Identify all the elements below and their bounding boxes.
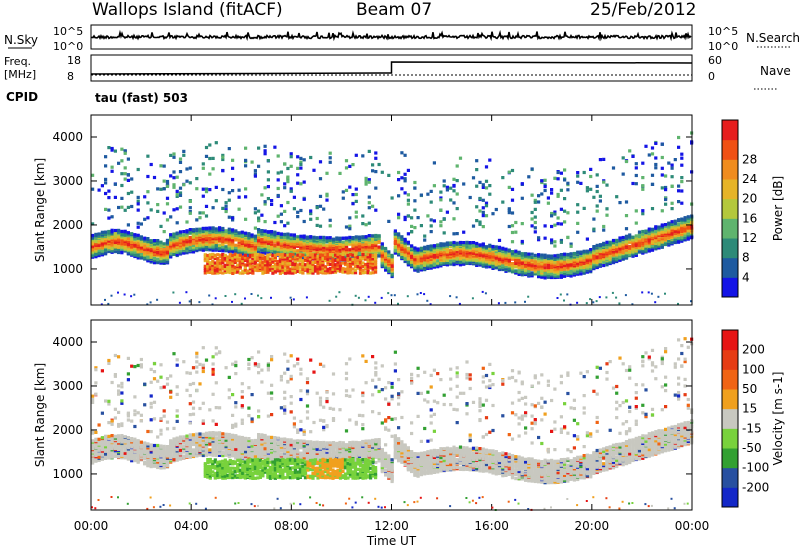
cpid-value: tau (fast) 503	[95, 91, 188, 105]
colorbar-swatch-velocity-5	[722, 389, 738, 410]
colorbar-tick-velocity-7: -200	[742, 480, 769, 494]
colorbar-swatch-velocity-8	[722, 330, 738, 351]
nsky-tick-top: 10^5	[53, 25, 83, 38]
colorbar-swatch-power-7	[722, 139, 738, 160]
colorbar-swatch-velocity-3	[722, 428, 738, 449]
xtick-6: 00:00	[675, 519, 710, 533]
colorbar-tick-power-0: 4	[742, 270, 750, 284]
nsky-tick-bottom: 10^0	[53, 40, 83, 53]
power-panel	[90, 114, 739, 306]
date-title: 25/Feb/2012	[590, 0, 697, 20]
nsearch-tick-top: 10^5	[708, 25, 738, 38]
colorbar-tick-velocity-5: -50	[742, 441, 762, 455]
ytick-power-3000: 3000	[52, 174, 83, 188]
freq-tick-top: 18	[67, 54, 81, 67]
panel-frame-power	[90, 114, 693, 306]
colorbar-tick-power-3: 16	[742, 211, 757, 225]
ytick-power-1000: 1000	[52, 262, 83, 276]
colorbar-swatch-power-8	[722, 120, 738, 141]
ylabel-velocity: Slant Range [km]	[33, 363, 47, 467]
colorbar-tick-velocity-0: 200	[742, 343, 765, 357]
colorbar-label-power: Power [dB]	[771, 176, 785, 241]
colorbar-tick-velocity-2: 50	[742, 382, 757, 396]
ytick-power-2000: 2000	[52, 218, 83, 232]
nsky-trace	[90, 29, 692, 42]
freq-unit-label: [MHz]	[4, 68, 36, 81]
ytick-velocity-1000: 1000	[52, 467, 83, 481]
colorbar-label-velocity: Velocity [m s-1]	[771, 372, 785, 466]
colorbar-tick-velocity-3: 15	[742, 402, 757, 416]
xtick-5: 20:00	[575, 519, 610, 533]
colorbar-swatch-power-4	[722, 198, 738, 219]
nsearch-label: N.Search	[746, 31, 800, 45]
colorbar-swatch-power-0	[722, 277, 738, 298]
colorbar-swatch-velocity-4	[722, 408, 738, 429]
freq-trace	[90, 61, 693, 75]
ytick-velocity-3000: 3000	[52, 379, 83, 393]
colorbar-swatch-power-5	[722, 179, 738, 200]
velocity-panel	[90, 319, 739, 511]
colorbar-tick-power-5: 24	[742, 172, 757, 186]
xtick-3: 12:00	[374, 519, 409, 533]
colorbar-tick-power-1: 8	[742, 251, 750, 265]
nave-label: Nave	[760, 64, 791, 78]
beam-title: Beam 07	[356, 0, 433, 20]
colorbar-swatch-power-6	[722, 159, 738, 180]
xtick-1: 04:00	[174, 519, 209, 533]
colorbar-tick-velocity-1: 100	[742, 362, 765, 376]
nsky-label: N.Sky	[4, 33, 38, 47]
cpid-label: CPID	[6, 90, 38, 104]
colorbar-swatch-power-2	[722, 238, 738, 259]
site-title: Wallops Island (fitACF)	[92, 0, 283, 20]
colorbar-swatch-velocity-0	[722, 487, 738, 508]
xtick-2: 08:00	[274, 519, 309, 533]
xtick-4: 16:00	[474, 519, 509, 533]
colorbar-swatch-velocity-2	[722, 448, 738, 469]
freq-label: Freq.	[4, 55, 31, 68]
ytick-power-4000: 4000	[52, 130, 83, 144]
freq-tick-bottom: 8	[67, 70, 74, 83]
colorbar-tick-velocity-4: -15	[742, 421, 762, 435]
colorbar-swatch-velocity-1	[722, 467, 738, 488]
colorbar-tick-power-6: 28	[742, 152, 757, 166]
ytick-velocity-4000: 4000	[52, 335, 83, 349]
freq-frame	[90, 54, 693, 82]
xaxis-label: Time UT	[366, 534, 417, 548]
ytick-velocity-2000: 2000	[52, 423, 83, 437]
colorbar-swatch-velocity-6	[722, 369, 738, 390]
colorbar-tick-power-2: 12	[742, 231, 757, 245]
nave-tick-top: 60	[708, 54, 722, 67]
colorbar-swatch-power-3	[722, 218, 738, 239]
ylabel-power: Slant Range [km]	[33, 158, 47, 262]
panel-frame-velocity	[90, 319, 693, 511]
colorbar-swatch-power-1	[722, 257, 738, 278]
nave-tick-bottom: 0	[708, 70, 715, 83]
colorbar-swatch-velocity-7	[722, 349, 738, 370]
colorbar-tick-power-4: 20	[742, 192, 757, 206]
nsearch-tick-bottom: 10^0	[708, 40, 738, 53]
xtick-0: 00:00	[74, 519, 109, 533]
colorbar-tick-velocity-6: -100	[742, 461, 769, 475]
